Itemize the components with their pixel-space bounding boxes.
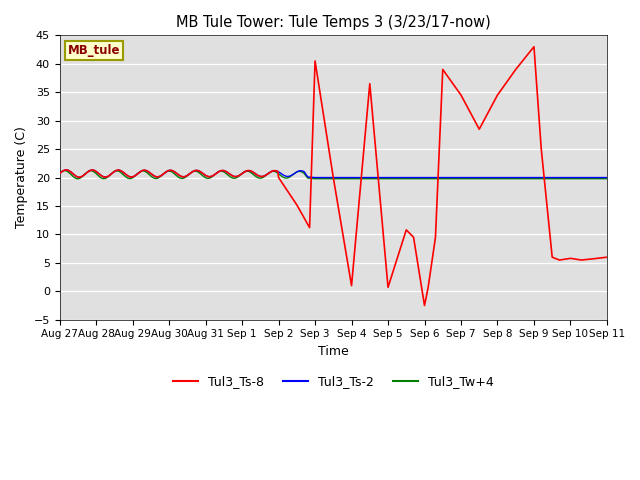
Y-axis label: Temperature (C): Temperature (C) [15, 127, 28, 228]
Legend: Tul3_Ts-8, Tul3_Ts-2, Tul3_Tw+4: Tul3_Ts-8, Tul3_Ts-2, Tul3_Tw+4 [168, 370, 499, 393]
X-axis label: Time: Time [318, 345, 349, 358]
Title: MB Tule Tower: Tule Temps 3 (3/23/17-now): MB Tule Tower: Tule Temps 3 (3/23/17-now… [176, 15, 491, 30]
Text: MB_tule: MB_tule [68, 44, 120, 57]
